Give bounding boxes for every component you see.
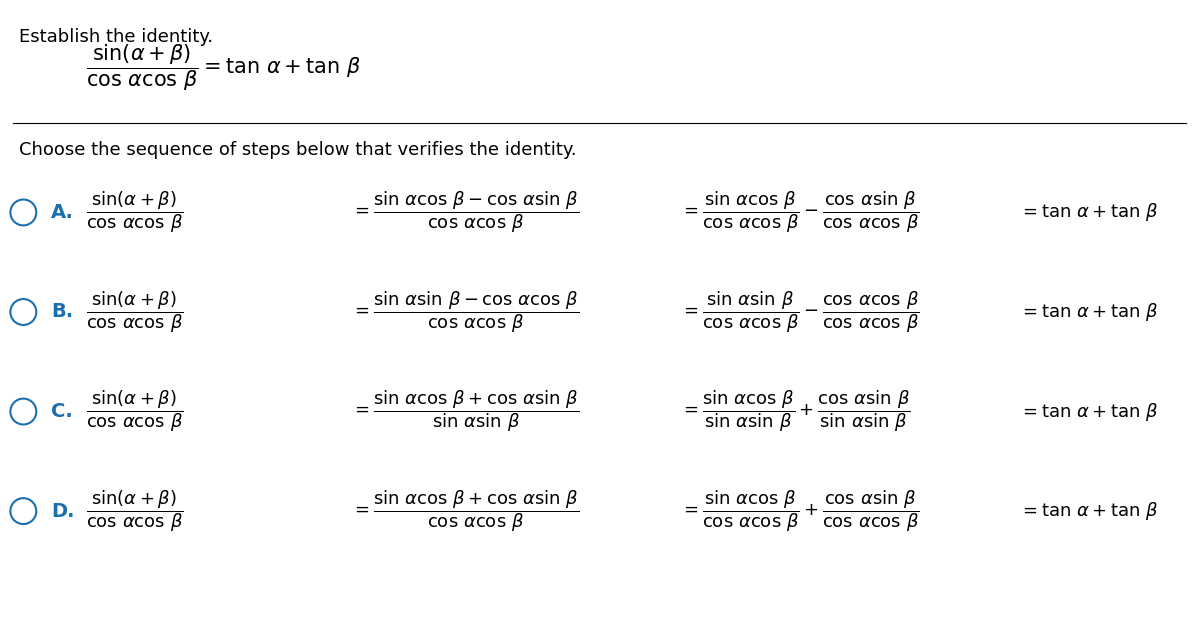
Text: B.: B.	[52, 302, 73, 322]
Text: D.: D.	[52, 501, 74, 521]
Text: $= \dfrac{\sin\,\alpha\cos\,\beta + \cos\,\alpha\sin\,\beta}{\cos\,\alpha\cos\,\: $= \dfrac{\sin\,\alpha\cos\,\beta + \cos…	[350, 488, 578, 534]
Text: $= \dfrac{\sin\,\alpha\cos\,\beta}{\cos\,\alpha\cos\,\beta} + \dfrac{\cos\,\alph: $= \dfrac{\sin\,\alpha\cos\,\beta}{\cos\…	[679, 488, 919, 534]
Text: $= \tan\,\alpha + \tan\,\beta$: $= \tan\,\alpha + \tan\,\beta$	[1019, 301, 1158, 323]
Text: $\dfrac{\sin(\alpha+\beta)}{\cos\,\alpha\cos\,\beta} = \tan\,\alpha + \tan\,\bet: $\dfrac{\sin(\alpha+\beta)}{\cos\,\alpha…	[86, 43, 361, 93]
Text: $= \dfrac{\sin\,\alpha\sin\,\beta}{\cos\,\alpha\cos\,\beta} - \dfrac{\cos\,\alph: $= \dfrac{\sin\,\alpha\sin\,\beta}{\cos\…	[679, 289, 919, 335]
Text: $= \dfrac{\sin\,\alpha\cos\,\beta}{\cos\,\alpha\cos\,\beta} - \dfrac{\cos\,\alph: $= \dfrac{\sin\,\alpha\cos\,\beta}{\cos\…	[679, 190, 919, 235]
Text: $= \tan\,\alpha + \tan\,\beta$: $= \tan\,\alpha + \tan\,\beta$	[1019, 500, 1158, 522]
Text: $= \dfrac{\sin\,\alpha\cos\,\beta + \cos\,\alpha\sin\,\beta}{\sin\,\alpha\sin\,\: $= \dfrac{\sin\,\alpha\cos\,\beta + \cos…	[350, 389, 578, 434]
Text: $\dfrac{\sin(\alpha+\beta)}{\cos\,\alpha\cos\,\beta}$: $\dfrac{\sin(\alpha+\beta)}{\cos\,\alpha…	[86, 488, 184, 534]
Text: $\dfrac{\sin(\alpha+\beta)}{\cos\,\alpha\cos\,\beta}$: $\dfrac{\sin(\alpha+\beta)}{\cos\,\alpha…	[86, 190, 184, 235]
Text: $= \tan\,\alpha + \tan\,\beta$: $= \tan\,\alpha + \tan\,\beta$	[1019, 401, 1158, 422]
Text: $= \dfrac{\sin\,\alpha\cos\,\beta}{\sin\,\alpha\sin\,\beta} + \dfrac{\cos\,\alph: $= \dfrac{\sin\,\alpha\cos\,\beta}{\sin\…	[679, 389, 911, 434]
Text: C.: C.	[52, 402, 73, 421]
Text: A.: A.	[52, 203, 74, 222]
Text: $\dfrac{\sin(\alpha+\beta)}{\cos\,\alpha\cos\,\beta}$: $\dfrac{\sin(\alpha+\beta)}{\cos\,\alpha…	[86, 389, 184, 434]
Text: Choose the sequence of steps below that verifies the identity.: Choose the sequence of steps below that …	[19, 141, 577, 159]
Text: $= \dfrac{\sin\,\alpha\sin\,\beta - \cos\,\alpha\cos\,\beta}{\cos\,\alpha\cos\,\: $= \dfrac{\sin\,\alpha\sin\,\beta - \cos…	[350, 289, 578, 335]
Text: $= \tan\,\alpha + \tan\,\beta$: $= \tan\,\alpha + \tan\,\beta$	[1019, 202, 1158, 223]
Text: Establish the identity.: Establish the identity.	[19, 28, 214, 46]
Text: $= \dfrac{\sin\,\alpha\cos\,\beta - \cos\,\alpha\sin\,\beta}{\cos\,\alpha\cos\,\: $= \dfrac{\sin\,\alpha\cos\,\beta - \cos…	[350, 190, 578, 235]
Text: $\dfrac{\sin(\alpha+\beta)}{\cos\,\alpha\cos\,\beta}$: $\dfrac{\sin(\alpha+\beta)}{\cos\,\alpha…	[86, 289, 184, 335]
